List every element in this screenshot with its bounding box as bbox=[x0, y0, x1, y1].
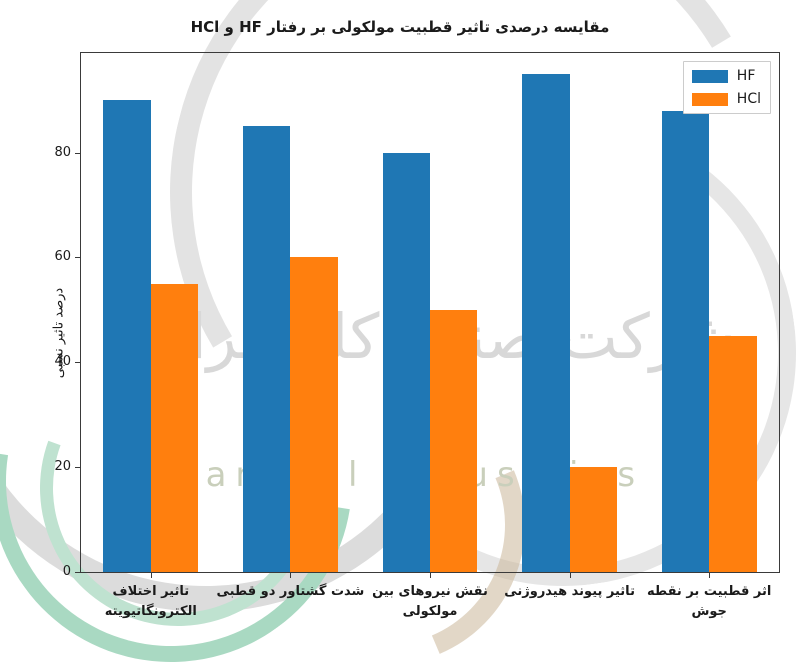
legend-swatch-hcl bbox=[691, 92, 728, 106]
x-tick-4 bbox=[709, 572, 711, 578]
bar-hf-1 bbox=[242, 126, 291, 572]
x-tick-label-4: اثر قطبیت بر نقطه جوش bbox=[647, 584, 772, 620]
y-tick-40: 40 bbox=[54, 354, 81, 369]
x-tick-label-2: نقش نیروهای بین مولکولی bbox=[372, 584, 488, 620]
bar-hcl-0 bbox=[150, 283, 199, 572]
legend-label-hf: HF bbox=[736, 68, 756, 84]
bar-hcl-4 bbox=[709, 336, 757, 572]
bar-hf-2 bbox=[382, 152, 430, 572]
legend-label-hcl: HCl bbox=[736, 91, 761, 107]
legend-item-hcl[interactable]: HCl bbox=[691, 91, 761, 107]
y-tick-60: 60 bbox=[54, 249, 81, 264]
x-tick-label-0: تاثیر اختلاف الکترونگاتیویته bbox=[104, 584, 197, 620]
y-tick-80: 80 bbox=[54, 145, 81, 160]
bar-hf-4 bbox=[661, 110, 710, 572]
x-tick-label-3: تاثیر پیوند هیدروژنی bbox=[504, 584, 635, 599]
bar-hcl-3 bbox=[569, 467, 618, 572]
x-tick-3 bbox=[569, 572, 571, 578]
legend-item-hf[interactable]: HF bbox=[691, 68, 761, 84]
x-tick-0 bbox=[150, 572, 152, 578]
bar-hf-3 bbox=[522, 73, 570, 572]
legend-swatch-hf bbox=[691, 69, 728, 83]
y-tick-label-40: 40 bbox=[54, 354, 71, 370]
y-tick-0: 0 bbox=[63, 564, 81, 579]
plot-axes: HF HCl 0 20 40 60 80 تاثیر اختلاف الکترونگاتی… bbox=[54, 52, 780, 619]
chart-legend: HF HCl bbox=[682, 61, 771, 114]
bar-hcl-1 bbox=[290, 257, 338, 572]
x-tick-1 bbox=[290, 572, 292, 578]
chart-title: مقایسه درصدی تاثیر قطبیت مولکولی بر رفتا… bbox=[190, 18, 610, 36]
bar-hcl-2 bbox=[430, 309, 478, 572]
plot-area bbox=[81, 53, 779, 572]
y-tick-label-80: 80 bbox=[54, 144, 71, 160]
x-tick-label-1: شدت گشتاور دو قطبی bbox=[216, 584, 365, 599]
y-tick-label-60: 60 bbox=[54, 249, 71, 265]
y-tick-20: 20 bbox=[54, 459, 81, 474]
bar-hf-0 bbox=[103, 100, 151, 572]
y-tick-label-0: 0 bbox=[62, 564, 71, 579]
x-tick-2 bbox=[430, 572, 431, 578]
y-tick-label-20: 20 bbox=[54, 459, 71, 475]
